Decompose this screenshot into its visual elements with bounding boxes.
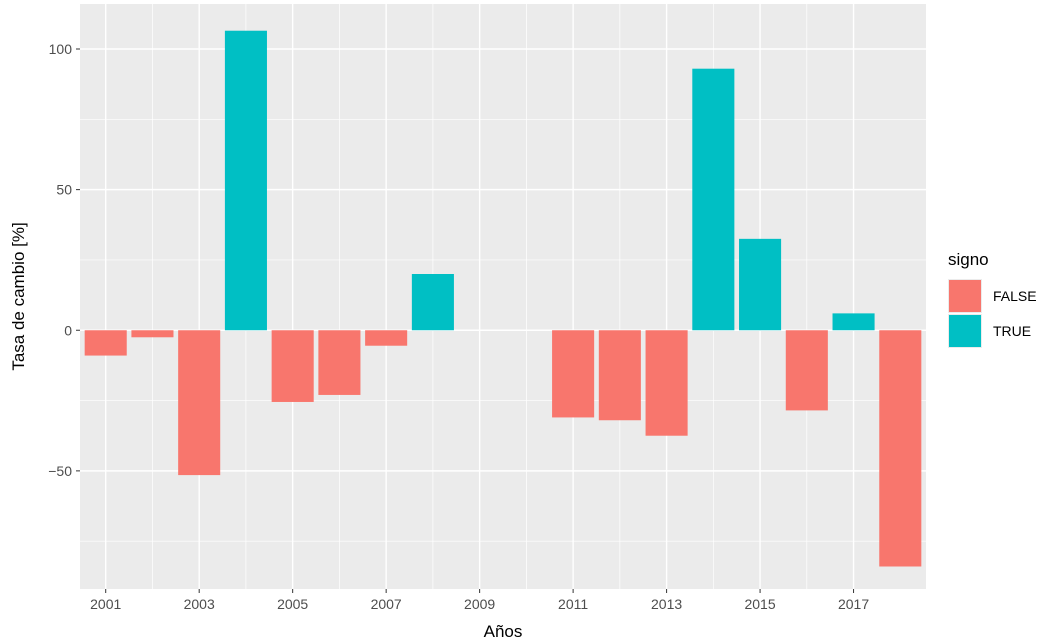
y-tick-label: 100 <box>49 41 73 57</box>
x-axis: 2001 2003 2005 2007 2009 2011 2013 2015 2017 <box>90 589 869 612</box>
legend-key-false <box>949 280 981 312</box>
x-tick-label: 2017 <box>838 596 869 612</box>
bar-2011 <box>552 330 595 418</box>
legend: signo FALSE TRUE <box>948 250 1037 348</box>
legend-title: signo <box>948 250 989 269</box>
legend-key-true <box>949 315 981 347</box>
bar-2015 <box>739 238 782 331</box>
bar-2012 <box>598 330 641 421</box>
x-tick-label: 2001 <box>90 596 121 612</box>
x-tick-label: 2013 <box>651 596 682 612</box>
x-tick-label: 2007 <box>371 596 402 612</box>
x-tick-label: 2015 <box>744 596 775 612</box>
y-axis: −50 0 50 100 <box>48 41 80 479</box>
bar-2004 <box>224 30 267 331</box>
bar-2003 <box>178 330 221 476</box>
bar-2001 <box>84 330 127 356</box>
bar-2002 <box>131 330 174 338</box>
x-tick-label: 2009 <box>464 596 495 612</box>
bar-2013 <box>645 330 688 436</box>
legend-label-false: FALSE <box>993 288 1037 304</box>
bar-2008 <box>411 274 454 331</box>
y-tick-label: 50 <box>56 182 72 198</box>
bar-2005 <box>271 330 314 402</box>
x-tick-label: 2003 <box>184 596 215 612</box>
y-axis-title: Tasa de cambio [%] <box>9 222 28 370</box>
bars <box>84 30 922 567</box>
x-tick-label: 2005 <box>277 596 308 612</box>
bar-2018 <box>879 330 922 567</box>
bar-2016 <box>785 330 828 411</box>
bar-2014 <box>692 68 735 331</box>
bar-2017 <box>832 313 875 331</box>
x-tick-label: 2011 <box>558 596 588 612</box>
plot-panel <box>80 4 926 589</box>
legend-label-true: TRUE <box>993 323 1031 339</box>
bar-2006 <box>318 330 361 395</box>
major-gridlines <box>80 4 926 589</box>
y-tick-label: 0 <box>64 322 72 338</box>
x-axis-title: Años <box>484 622 523 641</box>
bar-2007 <box>365 330 408 346</box>
y-tick-label: −50 <box>48 463 72 479</box>
